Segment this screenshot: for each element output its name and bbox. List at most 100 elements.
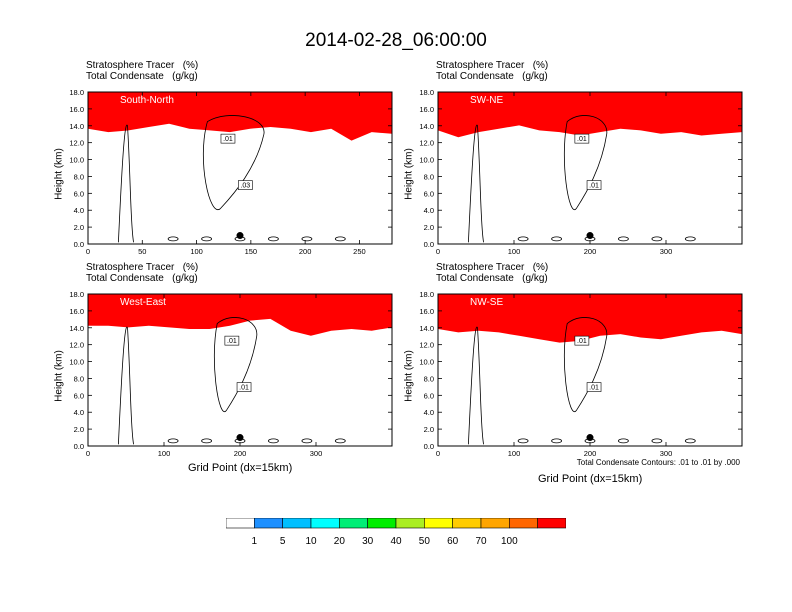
tracer-label: Stratosphere Tracer (%) (436, 60, 549, 71)
location-marker (236, 434, 244, 442)
cloud-contour (301, 438, 313, 444)
chart-panel-nw-se: Stratosphere Tracer (%) Total Condensate… (400, 260, 745, 458)
x-axis-label: Grid Point (dx=15km) (188, 462, 293, 474)
y-tick-label: 12.0 (69, 139, 84, 148)
y-tick-label: 12.0 (419, 341, 434, 350)
y-tick-label: 0.0 (74, 442, 84, 451)
colorbar-swatch (509, 518, 538, 529)
page-title: 2014-02-28_06:00:00 (305, 30, 487, 51)
y-tick-label: 2.0 (424, 223, 434, 232)
y-tick-label: 18.0 (419, 88, 434, 97)
y-tick-label: 8.0 (424, 172, 434, 181)
y-tick-label: 2.0 (74, 425, 84, 434)
plot-area: .01 .01 0.0 2.0 4.0 6.0 8.0 10.0 12.0 14.0 16.0 18.… (419, 290, 743, 458)
cloud-contour (551, 236, 563, 242)
contour-label-box (574, 133, 590, 144)
y-tick-label: 10.0 (419, 358, 434, 367)
contour-label: .01 (223, 136, 233, 143)
cloud-contour (651, 236, 663, 242)
colorbar-swatch (254, 518, 283, 529)
y-tick-label: 0.0 (424, 442, 434, 451)
contour-label: .01 (589, 385, 599, 392)
contour-label-box (224, 335, 240, 346)
contour-label-box (574, 335, 590, 346)
colorbar: 1 5 10 20 30 40 50 60 70 100 (226, 518, 566, 547)
x-tick-label: 0 (436, 247, 440, 256)
y-tick-label: 18.0 (419, 290, 434, 299)
cloud-contour (517, 438, 529, 444)
contour-label-box (586, 180, 602, 190)
panel-name-label: NW-SE (470, 297, 503, 308)
contour-label: .03 (240, 183, 250, 190)
y-tick-label: 0.0 (424, 240, 434, 249)
cloud-contour (267, 438, 279, 444)
y-tick-label: 6.0 (74, 189, 84, 198)
contour-label-box (220, 133, 236, 144)
y-tick-label: 16.0 (69, 307, 84, 316)
cloud-contour (334, 438, 346, 444)
contour-label-box (238, 180, 253, 190)
x-tick-label: 100 (508, 247, 521, 256)
contour-label-box (586, 382, 602, 392)
y-tick-label: 6.0 (74, 391, 84, 400)
y-tick-label: 14.0 (69, 324, 84, 333)
plot-area: .01 .03 0.0 2.0 4.0 6.0 8.0 10.0 12.0 14.0 16.0 18.… (69, 88, 393, 256)
y-tick-label: 14.0 (69, 122, 84, 131)
y-tick-label: 8.0 (74, 172, 84, 181)
cloud-contour (617, 236, 629, 242)
y-tick-label: 4.0 (424, 408, 434, 417)
x-tick-label: 200 (234, 449, 247, 458)
colorbar-label: 70 (475, 536, 487, 547)
y-tick-label: 0.0 (74, 240, 84, 249)
location-marker (586, 434, 594, 442)
x-tick-label: 100 (508, 449, 521, 458)
location-marker (586, 232, 594, 240)
condensate-label: Total Condensate (g/kg) (436, 71, 548, 82)
cloud-contour (201, 236, 213, 242)
y-tick-label: 4.0 (74, 206, 84, 215)
colorbar-swatch (310, 518, 340, 529)
colorbar-label: 5 (280, 536, 286, 547)
y-tick-label: 4.0 (424, 206, 434, 215)
y-tick-label: 16.0 (69, 105, 84, 114)
x-tick-label: 100 (190, 247, 203, 256)
location-marker (236, 232, 244, 240)
contour-label: .01 (589, 183, 599, 190)
y-tick-label: 10.0 (69, 358, 84, 367)
tracer-label: Stratosphere Tracer (%) (436, 262, 549, 273)
panel-name-label: SW-NE (470, 95, 503, 106)
colorbar-swatch (282, 518, 312, 529)
colorbar-label: 20 (334, 536, 346, 547)
y-tick-label: 2.0 (74, 223, 84, 232)
tracer-band (438, 294, 742, 324)
y-tick-label: 16.0 (419, 105, 434, 114)
cloud-contour (517, 236, 529, 242)
contour-label: .01 (239, 385, 249, 392)
cloud-contour (334, 236, 346, 242)
cloud-contour (118, 124, 134, 243)
colorbar-swatch (452, 518, 482, 529)
cloud-contour (684, 438, 696, 444)
contour-label: .01 (577, 136, 587, 143)
tracer-field (88, 92, 392, 141)
colorbar-label: 40 (390, 536, 402, 547)
colorbar-label: 50 (419, 536, 431, 547)
contour-note: Total Condensate Contours: .01 to .01 by… (576, 458, 740, 467)
colorbar-label: 100 (501, 536, 518, 547)
y-tick-label: 14.0 (419, 122, 434, 131)
contour-label: .01 (227, 338, 237, 345)
y-tick-label: 12.0 (419, 139, 434, 148)
colorbar-label: 30 (362, 536, 374, 547)
colorbar-swatch (367, 518, 397, 529)
x-tick-label: 50 (138, 247, 146, 256)
tracer-band (88, 294, 392, 317)
chart-panel-south-north: Stratosphere Tracer (%) Total Condensate… (50, 58, 395, 256)
colorbar-swatch (395, 518, 425, 529)
contour-label: .01 (577, 338, 587, 345)
y-tick-label: 18.0 (69, 88, 84, 97)
plot-frame (87, 91, 393, 245)
cloud-contour (167, 236, 179, 242)
x-tick-label: 0 (86, 449, 90, 458)
y-tick-label: 6.0 (424, 189, 434, 198)
y-tick-label: 16.0 (419, 307, 434, 316)
